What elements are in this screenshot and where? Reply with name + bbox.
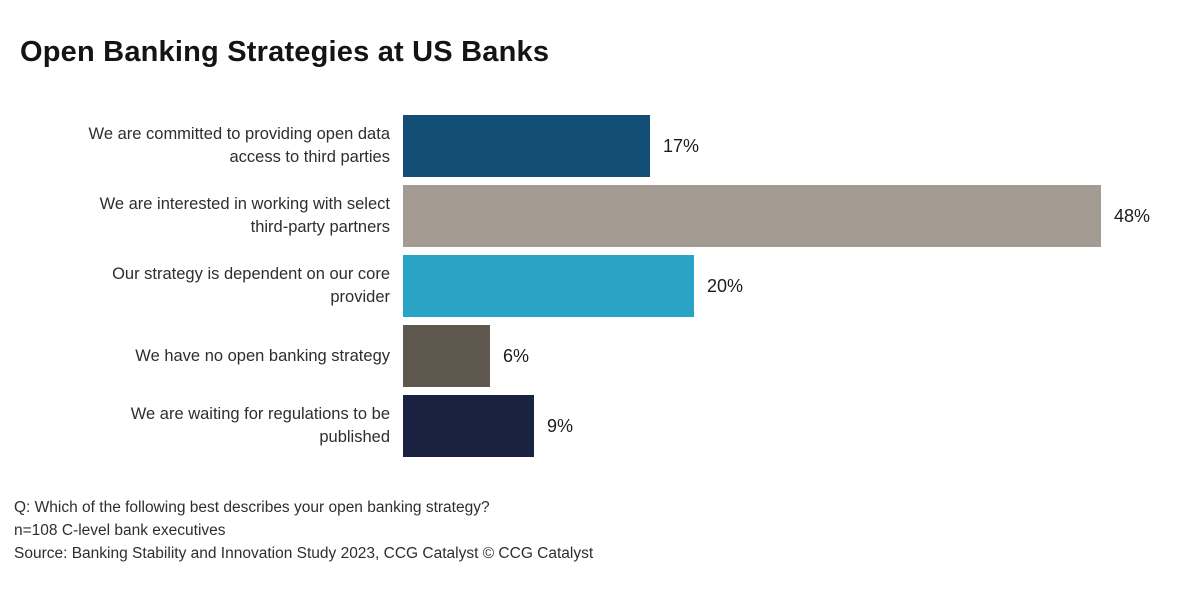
category-label-text: We have no open banking strategy [135, 346, 390, 365]
bar-track: 9% [403, 395, 1200, 457]
bar-track: 6% [403, 325, 1200, 387]
bar [403, 325, 490, 387]
bar [403, 115, 650, 177]
bar [403, 255, 694, 317]
bar [403, 185, 1101, 247]
value-label: 9% [547, 415, 574, 436]
chart-footnotes: Q: Which of the following best describes… [14, 496, 593, 565]
category-label-text: We are waiting for regulations to be pub… [130, 405, 390, 446]
bar-row: Our strategy is dependent on our core pr… [0, 255, 1200, 317]
category-label: We are waiting for regulations to be pub… [0, 403, 390, 449]
value-label: 48% [1114, 205, 1151, 226]
category-label: We have no open banking strategy [0, 345, 390, 368]
bar-row: We are committed to providing open data … [0, 115, 1200, 177]
value-label: 6% [503, 345, 530, 366]
plot-area: We are committed to providing open data … [0, 115, 1200, 465]
bar [403, 395, 534, 457]
chart-title: Open Banking Strategies at US Banks [20, 36, 550, 68]
bar-row: We are interested in working with select… [0, 185, 1200, 247]
bar-track: 17% [403, 115, 1200, 177]
bar-row: We have no open banking strategy 6% [0, 325, 1200, 387]
category-label-text: We are committed to providing open data … [88, 125, 390, 166]
footnote-sample-size: n=108 C-level bank executives [14, 522, 226, 539]
category-label: Our strategy is dependent on our core pr… [0, 263, 390, 309]
footnote-question: Q: Which of the following best describes… [14, 499, 490, 516]
value-label: 20% [707, 275, 744, 296]
bar-row: We are waiting for regulations to be pub… [0, 395, 1200, 457]
category-label: We are interested in working with select… [0, 193, 390, 239]
category-label-text: Our strategy is dependent on our core pr… [112, 265, 390, 306]
value-label: 17% [663, 135, 700, 156]
category-label-text: We are interested in working with select… [99, 195, 390, 236]
bar-track: 48% [403, 185, 1200, 247]
category-label: We are committed to providing open data … [0, 123, 390, 169]
bar-track: 20% [403, 255, 1200, 317]
footnote-source: Source: Banking Stability and Innovation… [14, 545, 594, 562]
